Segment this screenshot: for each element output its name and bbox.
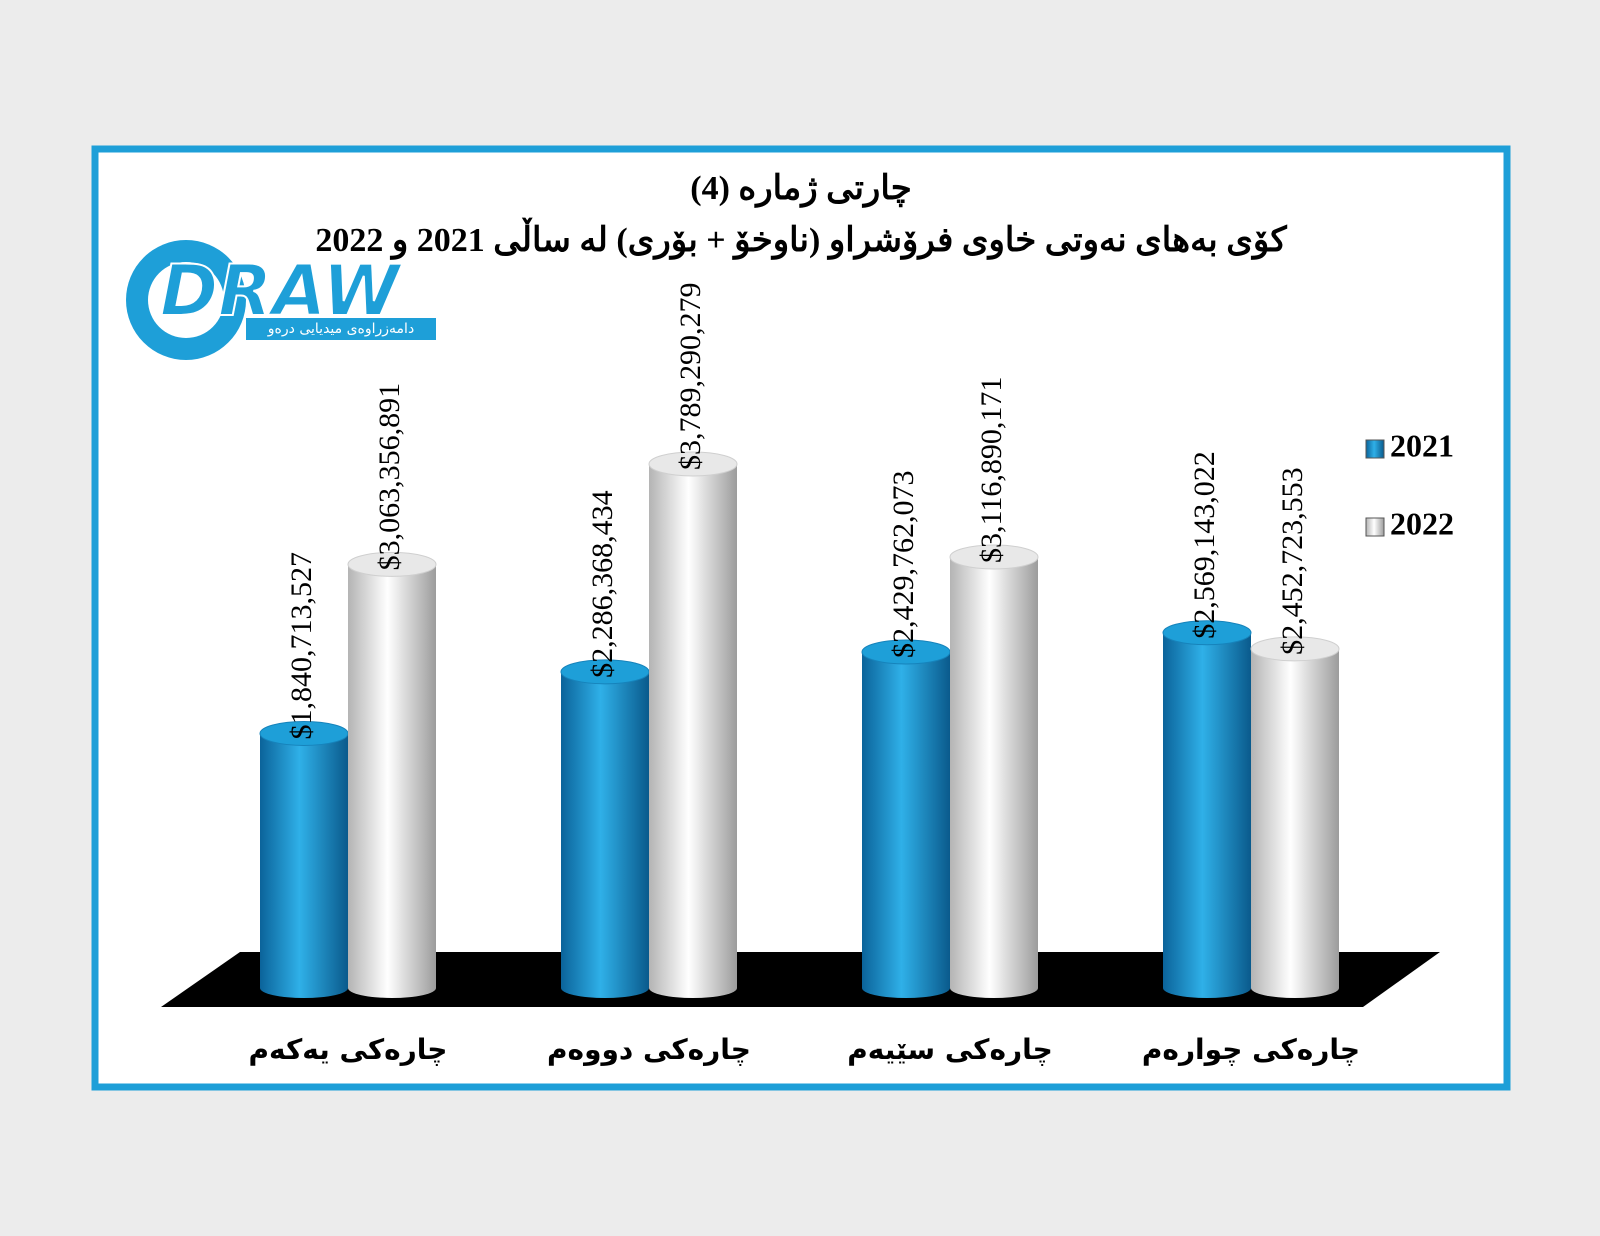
bar-cap — [949, 544, 1039, 570]
chart-title: چارتی ژمارە (4) — [690, 170, 911, 208]
bar-cap — [1162, 620, 1252, 646]
value-label: $2,429,762,073 — [887, 471, 920, 659]
bar — [348, 564, 436, 988]
x-tick-label: چارەکی یەکەم — [249, 1033, 448, 1066]
floor — [161, 952, 1440, 1007]
x-tick-label: چارەکی دووەم — [547, 1033, 751, 1066]
bar-cap — [1250, 636, 1340, 662]
value-label: $3,063,356,891 — [373, 383, 406, 571]
logo-inner — [148, 262, 224, 338]
legend-swatch — [1365, 439, 1385, 459]
legend-swatch — [1365, 517, 1385, 537]
value-label: $1,840,713,527 — [285, 552, 318, 740]
bar — [1163, 632, 1251, 988]
bar — [260, 733, 348, 988]
legend-label: 2021 — [1390, 427, 1454, 463]
bar — [862, 652, 950, 988]
logo-tagline: دامەزراوەی میدیایی درەو — [267, 321, 414, 337]
value-label: $3,789,290,279 — [674, 283, 707, 471]
value-label: $3,116,890,171 — [975, 377, 1008, 563]
x-tick-label: چارەکی چوارەم — [1142, 1033, 1360, 1066]
chart-subtitle: کۆی بەهای نەوتی خاوی فرۆشراو (ناوخۆ + بۆ… — [315, 217, 1287, 260]
bar-cap — [347, 551, 437, 577]
legend-label: 2022 — [1390, 505, 1454, 541]
bar-cap — [648, 451, 738, 477]
value-label: $2,286,368,434 — [586, 490, 619, 678]
bar — [950, 556, 1038, 988]
x-tick-label: چارەکی سێیەم — [847, 1033, 1053, 1066]
value-label: $2,569,143,022 — [1188, 451, 1221, 639]
logo-band — [246, 318, 436, 340]
value-label: $2,452,723,553 — [1276, 467, 1309, 655]
bar — [1251, 648, 1339, 988]
logo: DRAW دامەزراوەی میدیایی درەو — [126, 240, 436, 360]
bar — [561, 671, 649, 988]
bar — [649, 464, 737, 988]
